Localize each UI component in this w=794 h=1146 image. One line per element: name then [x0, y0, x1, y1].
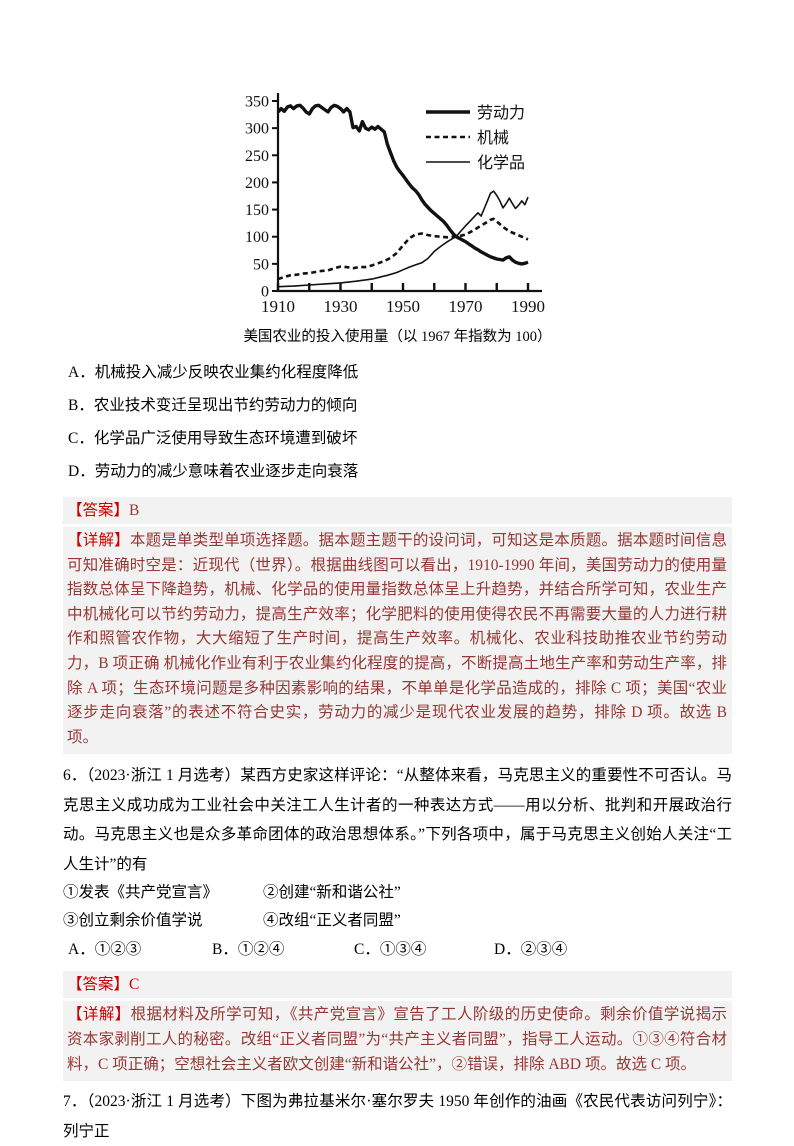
option-b: B．农业技术变迁呈现出节约劳动力的倾向 — [68, 397, 358, 414]
svg-text:1910: 1910 — [261, 297, 295, 316]
svg-text:50: 50 — [253, 256, 269, 273]
item-2: ②创建“新和谐公社” — [263, 884, 401, 902]
explanation-label: 【详解】 — [67, 1006, 131, 1024]
question6-explanation-block: 【详解】根据材料及所学可知，《共产党宣言》宣告了工人阶级的历史使命。剩余价值学说… — [63, 1001, 732, 1082]
choice-a: A．①②③ — [68, 941, 142, 959]
option-a: A．机械投入减少反映农业集约化程度降低 — [68, 364, 359, 381]
question6-choices: A．①②③ B．①②④ C．①③④ D．②③④ — [63, 935, 732, 964]
svg-text:150: 150 — [245, 202, 269, 219]
exam-document-page: 0 50 100 150 200 250 300 350 1910 1930 1950 1970 199… — [63, 86, 732, 1140]
explanation-text: 本题是单类型单项选择题。据本题主题干的设问词，可知这是本质题。据本题时间信息可知… — [67, 532, 727, 746]
answer-value: C — [129, 976, 140, 994]
explanation-label: 【详解】 — [67, 532, 130, 549]
svg-text:250: 250 — [245, 148, 269, 165]
item-4: ④改组“正义者同盟” — [263, 911, 401, 929]
question6-items-line1: ①发表《共产党宣言》 ②创建“新和谐公社” — [63, 879, 732, 907]
svg-text:机械: 机械 — [477, 129, 509, 147]
question6-answer-block: 【答案】C — [63, 971, 732, 999]
agriculture-input-chart: 0 50 100 150 200 250 300 350 1910 1930 1950 1970 199… — [230, 86, 566, 346]
option-d: D．劳动力的减少意味着农业逐步走向衰落 — [68, 463, 359, 480]
option-c: C．化学品广泛使用导致生态环境遭到破坏 — [68, 430, 358, 447]
svg-text:化学品: 化学品 — [477, 154, 525, 172]
answer-value: B — [129, 502, 140, 519]
svg-text:0: 0 — [261, 284, 269, 301]
question5-explanation-block: 【详解】本题是单类型单项选择题。据本题主题干的设问词，可知这是本质题。据本题时间… — [63, 527, 732, 755]
svg-text:1970: 1970 — [448, 297, 482, 316]
svg-text:350: 350 — [245, 94, 269, 111]
choice-c: C．①③④ — [354, 941, 427, 959]
svg-text:300: 300 — [245, 121, 269, 138]
svg-text:1990: 1990 — [511, 297, 545, 316]
item-3: ③创立剩余价值学说 — [63, 911, 203, 929]
choice-b: B．①②④ — [212, 941, 285, 959]
question5-options: A．机械投入减少反映农业集约化程度降低 B．农业技术变迁呈现出节约劳动力的倾向 … — [63, 356, 732, 488]
choice-d: D．②③④ — [494, 941, 568, 959]
svg-text:200: 200 — [245, 175, 269, 192]
item-1: ①发表《共产党宣言》 — [63, 884, 219, 902]
answer-label: 【答案】 — [67, 976, 130, 994]
question6-stem: 6．（2023·浙江 1 月选考）某西方史家这样评论：“从整体来看，马克思主义的… — [63, 767, 732, 873]
answer-label: 【答案】 — [67, 502, 130, 519]
question6-items-line2: ③创立剩余价值学说 ④改组“正义者同盟” — [63, 907, 732, 935]
svg-text:100: 100 — [245, 229, 269, 246]
svg-text:1930: 1930 — [323, 297, 357, 316]
explanation-text: 根据材料及所学可知，《共产党宣言》宣告了工人阶级的历史使命。剩余价值学说揭示 资… — [67, 1006, 727, 1073]
question5-answer-block: 【答案】B — [63, 497, 732, 524]
chart-caption: 美国农业的投入使用量（以 1967 年指数为 100） — [243, 329, 552, 345]
svg-text:1950: 1950 — [386, 297, 420, 316]
question7-stem: 7．（2023·浙江 1 月选考）下图为弗拉基米尔·塞尔罗夫 1950 年创作的… — [63, 1093, 732, 1140]
svg-text:劳动力: 劳动力 — [477, 104, 525, 122]
line-chart-canvas: 0 50 100 150 200 250 300 350 1910 1930 1950 1970 199… — [245, 93, 545, 316]
